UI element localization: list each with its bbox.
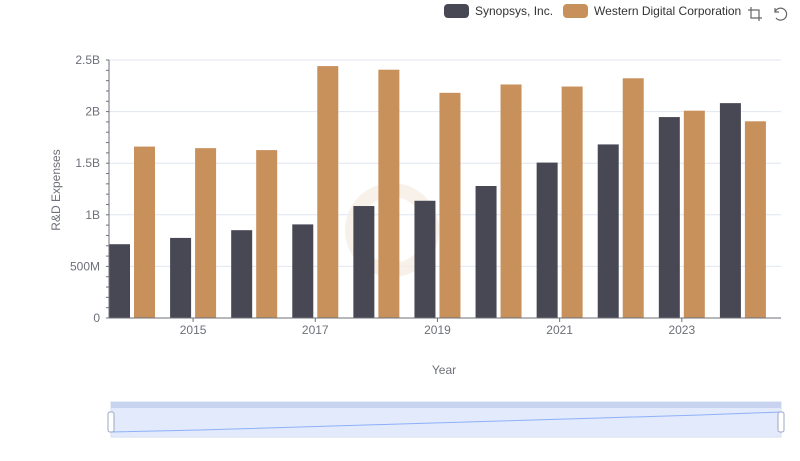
bar-western-digital-2017[interactable]: [317, 66, 339, 318]
bar-synopsys-2021[interactable]: [536, 162, 558, 318]
slider-top-bar[interactable]: [111, 402, 781, 408]
bar-synopsys-2023[interactable]: [658, 117, 680, 318]
x-tick-label: 2017: [302, 323, 329, 337]
bar-synopsys-2015[interactable]: [170, 237, 192, 318]
bar-synopsys-2014[interactable]: [109, 244, 130, 318]
zoom-icon[interactable]: [747, 6, 763, 22]
bar-western-digital-2015[interactable]: [195, 148, 217, 318]
bar-synopsys-2019[interactable]: [414, 200, 436, 318]
bar-western-digital-2022[interactable]: [622, 78, 644, 318]
bars: [109, 66, 766, 318]
y-tick-label: 2B: [85, 105, 100, 119]
y-tick-label: 1.5B: [75, 156, 100, 170]
data-zoom-slider[interactable]: [107, 401, 785, 438]
bar-western-digital-2020[interactable]: [500, 84, 522, 318]
legend-label-synopsys: Synopsys, Inc.: [475, 4, 554, 18]
y-tick-label: 500M: [70, 259, 100, 273]
axes: 0 500M 1B 1.5B 2B 2.5B 2015 2017 2019 2021 2023: [70, 53, 781, 337]
legend-swatch-western-digital: [563, 4, 589, 18]
bar-western-digital-2018[interactable]: [378, 69, 400, 318]
legend-item-western-digital[interactable]: Western Digital Corporation: [563, 4, 741, 18]
legend-label-western-digital: Western Digital Corporation: [594, 4, 742, 18]
bar-western-digital-2024[interactable]: [744, 121, 766, 318]
x-tick-label: 2015: [180, 323, 207, 337]
x-tick-label: 2019: [424, 323, 451, 337]
bar-western-digital-2014[interactable]: [134, 146, 155, 318]
bar-synopsys-2017[interactable]: [292, 224, 314, 318]
bar-synopsys-2020[interactable]: [475, 186, 497, 318]
bar-western-digital-2021[interactable]: [561, 86, 583, 318]
bar-western-digital-2019[interactable]: [439, 92, 461, 318]
x-tick-label: 2023: [668, 323, 695, 337]
bar-western-digital-2016[interactable]: [256, 150, 278, 318]
y-tick-label: 0: [93, 311, 100, 325]
bar-synopsys-2024[interactable]: [719, 103, 741, 318]
x-axis-title: Year: [432, 363, 456, 377]
x-tick-label: 2021: [546, 323, 573, 337]
legend-item-synopsys[interactable]: Synopsys, Inc.: [444, 4, 553, 18]
bar-synopsys-2022[interactable]: [597, 144, 619, 318]
slider-handle-right[interactable]: [777, 411, 785, 433]
bar-western-digital-2023[interactable]: [683, 110, 705, 318]
bar-synopsys-2018[interactable]: [353, 206, 375, 318]
y-tick-label: 1B: [85, 208, 100, 222]
legend: Synopsys, Inc. Western Digital Corporati…: [444, 4, 751, 18]
y-tick-label: 2.5B: [75, 53, 100, 67]
y-axis-title: R&D Expenses: [49, 149, 63, 230]
bar-synopsys-2016[interactable]: [231, 230, 253, 318]
restore-icon[interactable]: [772, 6, 788, 22]
legend-swatch-synopsys: [444, 4, 469, 18]
slider-handle-left[interactable]: [107, 411, 115, 433]
slider-preview-line: [110, 411, 782, 433]
